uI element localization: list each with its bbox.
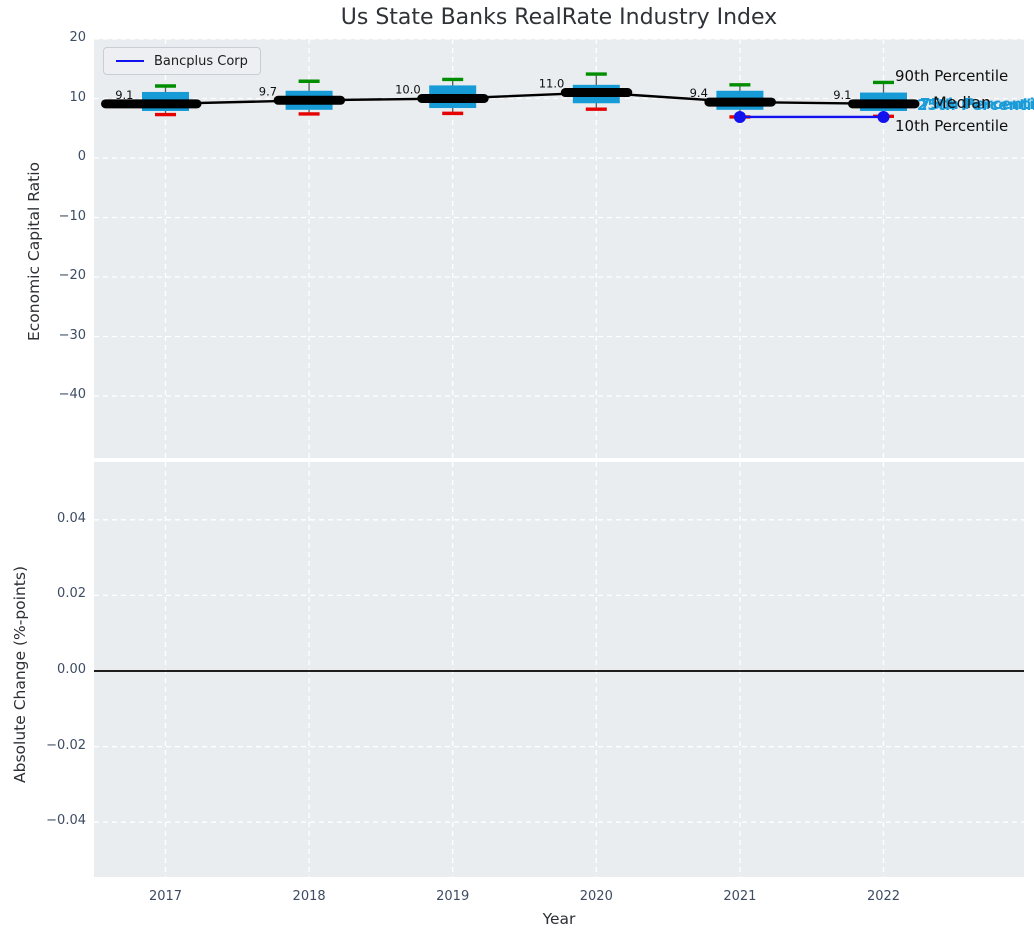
bottom-ytick-−0.02: −0.02 xyxy=(46,737,86,753)
bottom-ytick-0.02: 0.02 xyxy=(57,586,86,602)
annotation-median: Median xyxy=(933,93,992,112)
xtick-2022: 2022 xyxy=(866,889,901,904)
bottom-ytick-0.00: 0.00 xyxy=(57,662,86,677)
annotation-75th-percentile: 75th Percentile xyxy=(920,95,1034,113)
bottom-plot-area xyxy=(94,462,1024,877)
bottom-ytick-0.04: 0.04 xyxy=(57,510,86,526)
chart-title: Us State Banks RealRate Industry Index xyxy=(340,5,778,30)
top-ytick-−30: −30 xyxy=(58,327,86,343)
xtick-2021: 2021 xyxy=(723,889,757,904)
top-y-axis-label: Economic Capital Ratio xyxy=(25,162,43,342)
bancplus-marker xyxy=(733,110,746,123)
bottom-ytick-−0.04: −0.04 xyxy=(46,813,86,829)
median-value-label-2018: 9.7 xyxy=(259,84,277,98)
top-plot-area: 9.1 9.7 10.0 11.0 9.4 9.1 Bancplus Corp xyxy=(94,39,1024,458)
median-value-label-2019: 10.0 xyxy=(395,83,421,97)
top-ytick-10: 10 xyxy=(69,89,86,105)
xtick-2019: 2019 xyxy=(436,889,470,904)
top-plot-canvas: 9.1 9.7 10.0 11.0 9.4 9.1 xyxy=(94,39,1024,458)
legend: Bancplus Corp xyxy=(103,47,261,75)
annotation-10th-percentile: 10th Percentile xyxy=(895,117,1009,135)
top-ytick-0: 0 xyxy=(77,149,86,164)
annotation-90th-percentile: 90th Percentile xyxy=(895,67,1009,85)
median-value-label-2021: 9.4 xyxy=(690,86,708,100)
median-value-label-2017: 9.1 xyxy=(115,88,133,102)
top-ytick-−40: −40 xyxy=(58,387,86,402)
xtick-2017: 2017 xyxy=(148,889,183,904)
xtick-2018: 2018 xyxy=(292,889,326,904)
bottom-plot-canvas xyxy=(94,462,1024,877)
legend-label: Bancplus Corp xyxy=(154,53,248,69)
median-value-label-2020: 11.0 xyxy=(539,77,565,91)
top-ytick-20: 20 xyxy=(69,30,86,45)
top-ytick-−10: −10 xyxy=(58,208,86,224)
bancplus-marker xyxy=(877,110,890,123)
annotation-25th-percentile: 25th Percentile xyxy=(917,96,1034,114)
median-value-label-2022: 9.1 xyxy=(833,88,851,102)
top-ytick-−20: −20 xyxy=(58,268,86,283)
xtick-2020: 2020 xyxy=(579,889,613,904)
x-axis-label: Year xyxy=(542,910,576,928)
legend-line-swatch xyxy=(116,60,144,62)
